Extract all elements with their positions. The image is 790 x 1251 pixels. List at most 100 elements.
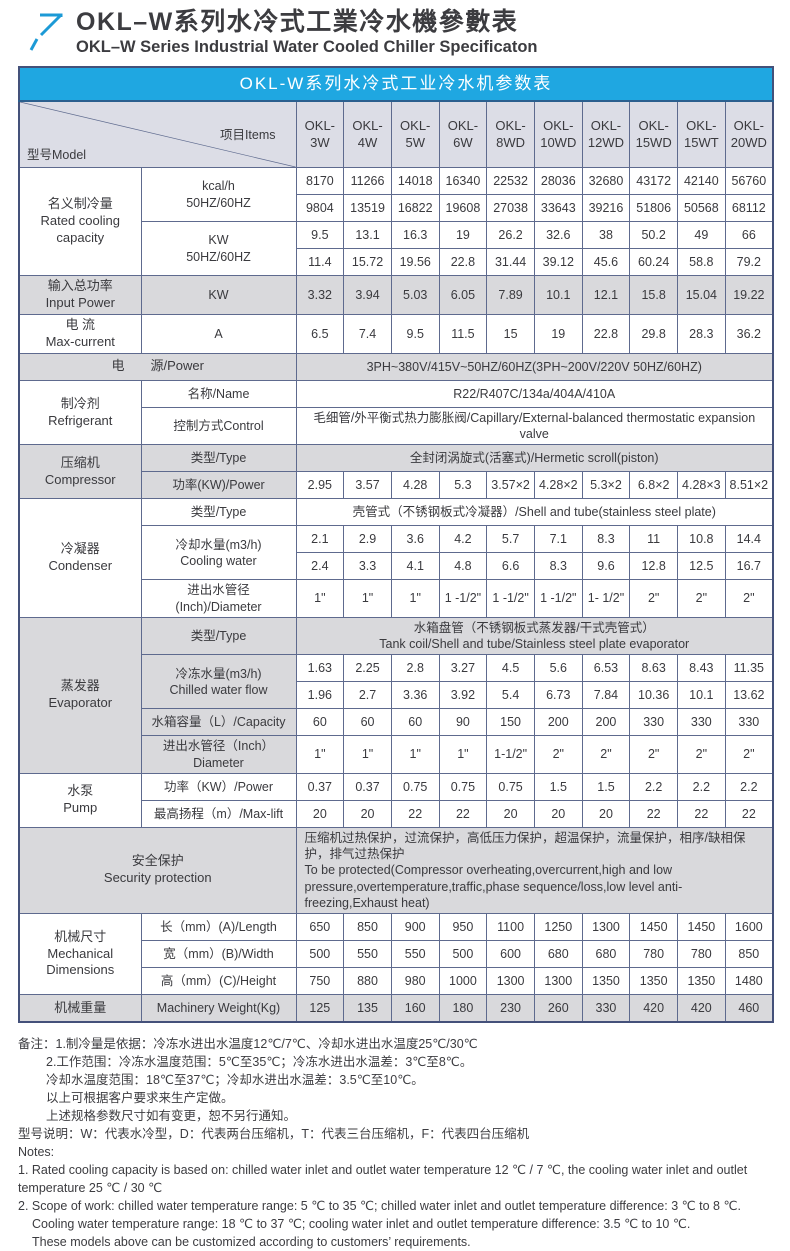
- table-row: 输入总功率 Input Power KW 3.32 3.94 5.03 6.05 7.89 1…: [18, 275, 774, 315]
- table-cell: 49: [677, 221, 726, 250]
- table-cell: 名称/Name: [140, 379, 297, 408]
- note-line: These models above can be customized acc…: [32, 1235, 471, 1249]
- table-cell: 3.27: [438, 654, 488, 683]
- table-cell: 43172: [629, 167, 678, 196]
- table-cell: 13519: [343, 194, 392, 223]
- table-row: 压缩机 Compressor 类型/Type 全封闭涡旋式(活塞式)/Hermeti…: [18, 444, 774, 500]
- table-cell: 16822: [390, 194, 440, 223]
- table-cell: 79.2: [724, 248, 774, 277]
- table-row: 2.4 3.3 4.1 4.8 6.6 8.3 9.6 12.8 12.5 16.7: [19, 552, 774, 581]
- table-cell: 11.5: [438, 313, 488, 354]
- model-header-cell: OKL- 8WD: [486, 100, 535, 169]
- table-cell: 460: [724, 994, 774, 1023]
- table-cell: KW 50HZ/60HZ: [140, 221, 297, 277]
- table-cell: 冷冻水量(m3/h) Chilled water flow: [140, 654, 297, 710]
- table-cell: 5.03: [390, 275, 440, 315]
- table-row: 安全保护 Security protection 压缩机过热保护，过流保护，高低压…: [18, 826, 774, 915]
- table-row: 机械尺寸 Mechanical Dimensions 长（mm）(A)/Lengt…: [18, 913, 774, 995]
- table-cell: 56760: [724, 167, 774, 196]
- table-cell: 19.22: [724, 275, 774, 315]
- table-cell: 2.9: [343, 525, 392, 554]
- table-cell: 1450: [629, 913, 678, 941]
- table-cell: 10.8: [677, 525, 726, 554]
- table-cell: 15: [486, 313, 535, 354]
- table-cell: 15.04: [677, 275, 726, 315]
- table-cell: 0.37: [343, 772, 392, 801]
- table-cell: 11.35: [724, 654, 774, 683]
- table-cell: 1": [295, 579, 345, 618]
- table-cell: 1": [438, 735, 488, 774]
- table-cell: 39216: [581, 194, 631, 223]
- table-cell: 2": [629, 579, 678, 618]
- table-cell: 22.8: [581, 313, 631, 354]
- model-header-cell: OKL- 4W: [343, 100, 392, 169]
- table-cell: 2.4: [295, 552, 345, 581]
- table-cell: 32680: [581, 167, 631, 196]
- page-title-cn: OKL–W系列水冷式工業冷水機參數表: [76, 8, 519, 36]
- model-header-cell: OKL- 6W: [438, 100, 488, 169]
- table-cell: 135: [343, 994, 392, 1023]
- table-cell: 5.4: [486, 681, 535, 710]
- table-cell: 14018: [390, 167, 440, 196]
- table-cell: 22: [629, 799, 678, 828]
- table-cell: 330: [724, 708, 774, 737]
- table-cell: 29.8: [629, 313, 678, 354]
- table-cell: 3.6: [390, 525, 440, 554]
- table-cell: 7.84: [581, 681, 631, 710]
- table-cell: 8.3: [581, 525, 631, 554]
- table-cell: 880: [343, 967, 392, 995]
- table-row: 最高扬程（m）/Max-lift 20 20 22 22 20 20 20 22 22 22: [19, 799, 774, 828]
- model-header-cell: OKL- 20WD: [724, 100, 774, 169]
- table-cell: 780: [677, 940, 726, 968]
- table-cell: 4.28×2: [533, 471, 583, 500]
- table-cell: 1": [295, 735, 345, 774]
- table-cell: 19: [533, 313, 583, 354]
- table-cell: 60: [343, 708, 392, 737]
- table-cell: 电 源/Power: [18, 352, 297, 381]
- table-cell: 1": [343, 735, 392, 774]
- table-cell: 20: [533, 799, 583, 828]
- table-cell: 2.25: [343, 654, 392, 683]
- table-cell: 60.24: [629, 248, 678, 277]
- table-row: 控制方式Control 毛细管/外平衡式热力膨胀阀/Capillary/Exter…: [19, 406, 774, 446]
- table-cell: 6.53: [581, 654, 631, 683]
- table-title: OKL-W系列水冷式工业冷水机参数表: [18, 66, 774, 103]
- table-cell: R22/R407C/134a/404A/410A: [295, 379, 774, 408]
- note-line: 以上可根据客户要求来生产定做。: [46, 1091, 234, 1105]
- note-line: 冷却水温度范围：18℃至37℃；冷却水进出水温差：3.5℃至10℃。: [46, 1073, 424, 1087]
- table-cell: 125: [295, 994, 345, 1023]
- table-cell: 19.56: [390, 248, 440, 277]
- table-cell: 冷凝器 Condenser: [18, 498, 142, 618]
- table-cell: 9.5: [390, 313, 440, 354]
- table-cell: 2": [629, 735, 678, 774]
- table-cell: 5.3: [438, 471, 488, 500]
- table-cell: 12.8: [629, 552, 678, 581]
- table-row: 名义制冷量 Rated cooling capacity kcal/h 50HZ/…: [18, 167, 774, 277]
- table-cell: A: [140, 313, 297, 354]
- table-cell: 7.4: [343, 313, 392, 354]
- table-cell: 6.8×2: [629, 471, 678, 500]
- table-cell: 650: [295, 913, 345, 941]
- table-cell: 4.1: [390, 552, 440, 581]
- table-row: KW 50HZ/60HZ 9.5 13.1 16.3 19 26.2 32.6 38 50.2 4…: [19, 221, 774, 277]
- table-cell: 9.6: [581, 552, 631, 581]
- table-cell: 电 流 Max-current: [18, 313, 142, 354]
- table-cell: 950: [438, 913, 488, 941]
- table-cell: 200: [533, 708, 583, 737]
- table-cell: 进出水管径（Inch） Diameter: [140, 735, 297, 774]
- table-cell: 9.5: [295, 221, 345, 250]
- table-cell: 58.8: [677, 248, 726, 277]
- table-cell: 230: [486, 994, 535, 1023]
- table-cell: 780: [629, 940, 678, 968]
- table-cell: 1450: [677, 913, 726, 941]
- table-cell: 32.6: [533, 221, 583, 250]
- table-cell: 长（mm）(A)/Length: [140, 913, 297, 941]
- table-cell: 200: [581, 708, 631, 737]
- table-cell: 90: [438, 708, 488, 737]
- table-cell: 1.63: [295, 654, 345, 683]
- note-line: Cooling water temperature range: 18 ℃ to…: [32, 1217, 691, 1231]
- model-header-cell: OKL- 3W: [295, 100, 345, 169]
- table-cell: 8.3: [533, 552, 583, 581]
- table-cell: 9804: [295, 194, 345, 223]
- table-cell: 0.75: [486, 772, 535, 801]
